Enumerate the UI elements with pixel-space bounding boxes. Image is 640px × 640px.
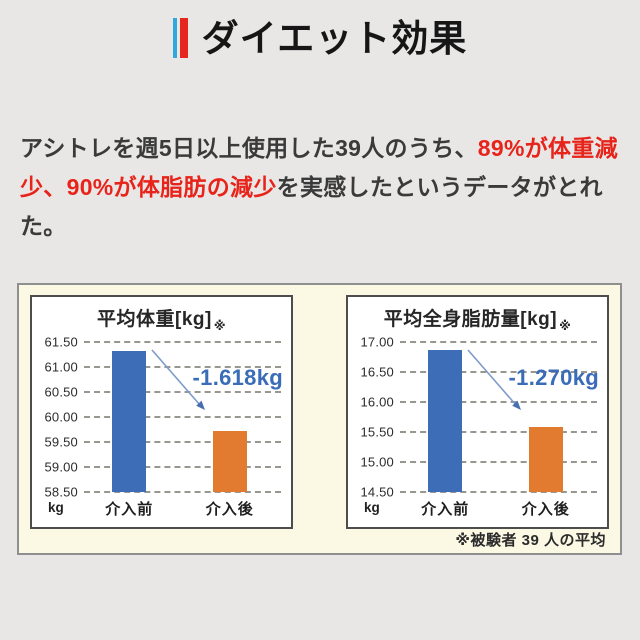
y-tick-label: 61.50 — [44, 334, 78, 350]
y-tick-label: 15.50 — [360, 424, 394, 440]
bar-before — [428, 350, 463, 492]
grid-line — [84, 416, 281, 418]
x-axis-labels: 介入前 介入後 — [84, 498, 281, 518]
y-axis-ticks: 61.50 61.00 60.50 60.00 59.50 59.00 58.50 — [36, 335, 80, 500]
lead-paragraph: アシトレを週5日以上使用した39人のうち、89%が体重減少、90%が体脂肪の減少… — [20, 129, 624, 246]
y-tick-label: 61.00 — [44, 359, 78, 375]
plot-area — [400, 341, 597, 493]
y-axis-unit: kg — [364, 500, 380, 515]
grid-line — [400, 461, 597, 463]
grid-line — [84, 366, 281, 368]
red-accent-bar — [179, 18, 188, 58]
y-tick-label: 58.50 — [44, 484, 78, 500]
chart-title-note-mark: ※ — [559, 319, 572, 333]
grid-line — [400, 371, 597, 373]
chart-average-weight: 平均体重[kg] ※ 61.50 61.00 60.50 60.00 59.50 59.00… — [30, 295, 293, 529]
category-before: 介入前 — [105, 501, 154, 518]
plot-area — [84, 341, 281, 493]
y-tick-label: 60.50 — [44, 384, 78, 400]
grid-line — [400, 491, 597, 493]
y-tick-label: 15.00 — [360, 454, 394, 470]
blue-accent-bar — [172, 18, 177, 58]
y-tick-label: 14.50 — [360, 484, 394, 500]
fat-loss-value: -1.270kg — [508, 365, 599, 390]
chart-title-note-mark: ※ — [213, 319, 226, 333]
grid-line — [84, 341, 281, 343]
weight-loss-value: -1.618kg — [192, 365, 283, 390]
chart-title-text: 平均全身脂肪量[kg] — [383, 309, 558, 330]
y-tick-label: 17.00 — [360, 334, 394, 350]
category-after: 介入後 — [521, 501, 570, 518]
decrease-arrow-icon — [151, 349, 205, 410]
bar-after — [212, 431, 247, 492]
grid-line — [84, 441, 281, 443]
y-axis-unit: kg — [48, 500, 64, 515]
grid-line — [400, 341, 597, 343]
chart-title-text: 平均体重[kg] — [97, 309, 212, 330]
category-after: 介入後 — [205, 501, 254, 518]
chart-title: 平均体重[kg] ※ — [32, 304, 291, 333]
lead-text-normal-1: アシトレを週5日以上使用した39人のうち、 — [20, 135, 478, 161]
lead-text-emphasis: 89%が体重減少、90%が体脂肪の減少 — [20, 135, 618, 200]
y-tick-label: 16.00 — [360, 394, 394, 410]
results-panel: 平均体重[kg] ※ 61.50 61.00 60.50 60.00 59.50 59.00… — [17, 283, 622, 555]
grid-line — [84, 491, 281, 493]
chart-cards-row: 平均体重[kg] ※ 61.50 61.00 60.50 60.00 59.50 59.00… — [19, 285, 620, 529]
bar-after — [528, 426, 563, 492]
grid-line — [400, 431, 597, 433]
x-axis-labels: 介入前 介入後 — [400, 498, 597, 518]
page-title: ダイエット効果 — [201, 17, 468, 59]
y-tick-label: 59.00 — [44, 459, 78, 475]
grid-line — [84, 391, 281, 393]
title-accent-bars — [172, 18, 188, 58]
page-header: ダイエット効果 — [0, 16, 640, 60]
y-tick-label: 16.50 — [360, 364, 394, 380]
chart-average-body-fat: 平均全身脂肪量[kg] ※ 17.00 16.50 16.00 15.50 15.00 14… — [346, 295, 609, 529]
category-before: 介入前 — [421, 501, 470, 518]
lead-text-normal-2: を実感したというデータがとれた。 — [20, 174, 603, 239]
decrease-arrow-icon — [467, 349, 521, 410]
grid-line — [84, 466, 281, 468]
y-tick-label: 60.00 — [44, 409, 78, 425]
y-tick-label: 59.50 — [44, 434, 78, 450]
grid-line — [400, 401, 597, 403]
y-axis-ticks: 17.00 16.50 16.00 15.50 15.00 14.50 — [352, 335, 396, 500]
sample-size-footnote: ※被験者 39 人の平均 — [455, 532, 606, 549]
chart-title: 平均全身脂肪量[kg] ※ — [348, 304, 607, 333]
bar-before — [112, 350, 147, 492]
